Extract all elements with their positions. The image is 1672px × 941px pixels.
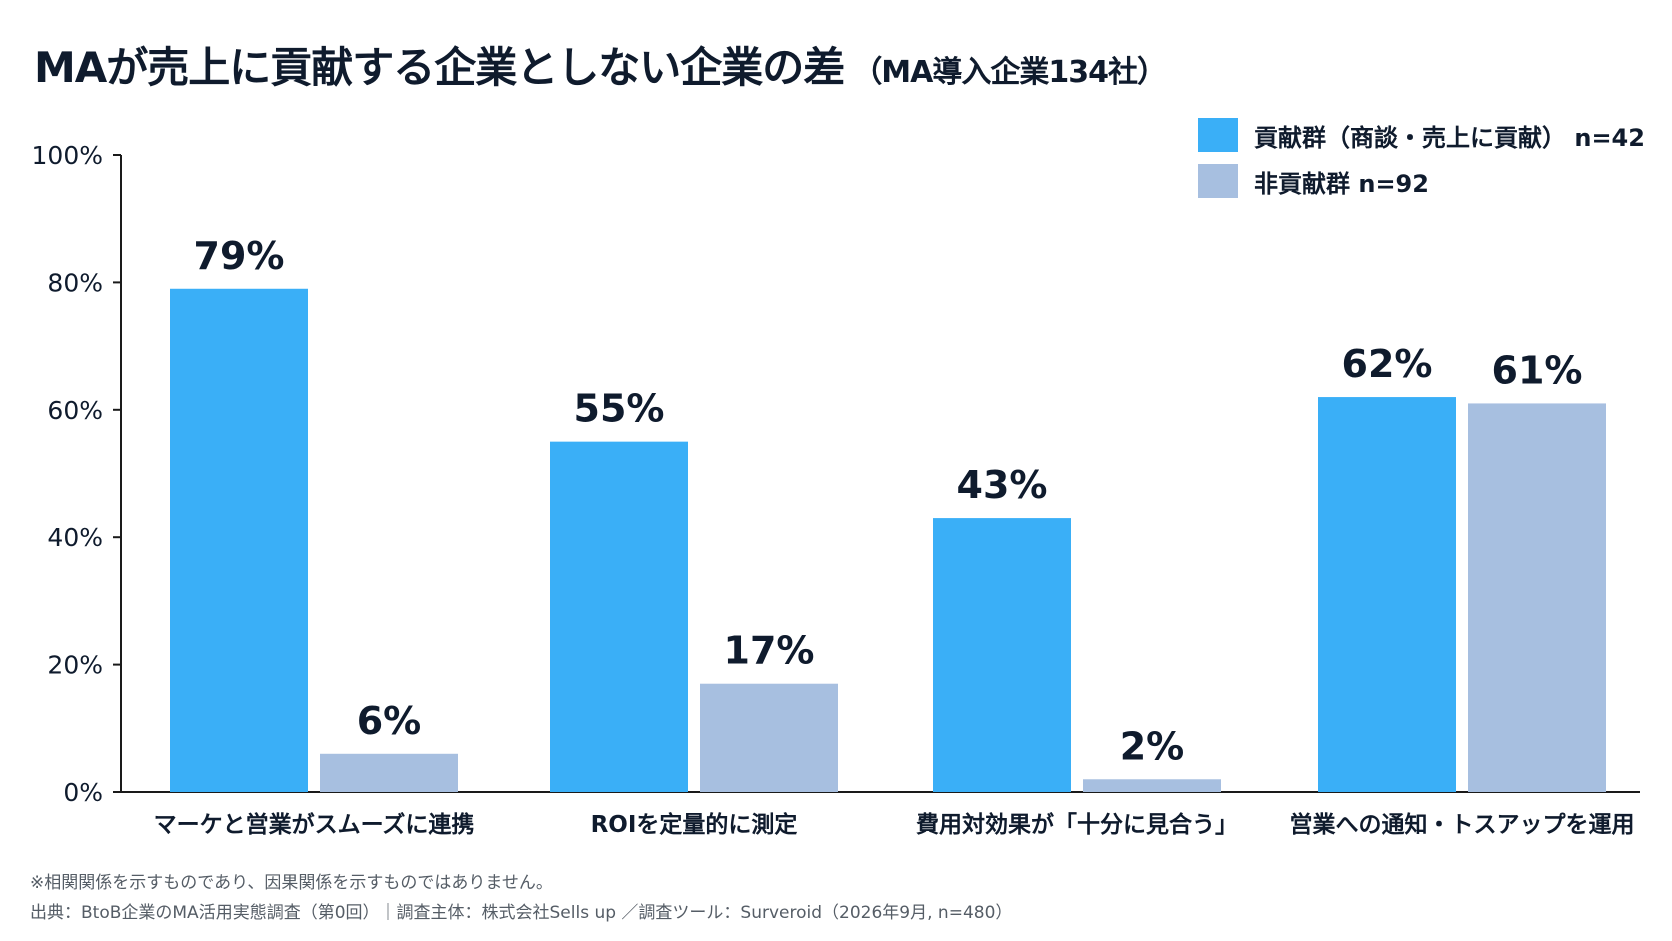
legend-item-contrib: 貢献群（商談・売上に貢献） n=42 bbox=[1198, 118, 1645, 152]
data-label: 55% bbox=[574, 387, 665, 431]
bar bbox=[1468, 403, 1606, 792]
data-label: 17% bbox=[724, 629, 815, 673]
y-tick-label: 100% bbox=[32, 141, 103, 170]
bar bbox=[933, 518, 1071, 792]
legend-swatch-noncontrib bbox=[1198, 164, 1238, 198]
bar bbox=[1318, 397, 1456, 792]
data-label: 61% bbox=[1492, 348, 1583, 392]
y-tick-label: 60% bbox=[47, 396, 103, 425]
legend-swatch-contrib bbox=[1198, 118, 1238, 152]
legend-label-noncontrib: 非貢献群 n=92 bbox=[1254, 169, 1429, 198]
data-label: 2% bbox=[1120, 724, 1185, 768]
bar bbox=[320, 753, 458, 792]
y-tick-label: 40% bbox=[47, 523, 103, 552]
y-tick-label: 20% bbox=[47, 651, 103, 680]
chart-title-main: MAが売上に貢献する企業としない企業の差 bbox=[34, 43, 845, 92]
x-tick-label: ROIを定量的に測定 bbox=[591, 811, 798, 838]
y-tick-label: 0% bbox=[63, 778, 103, 807]
footnote-disclaimer: ※相関関係を示すものであり、因果関係を示すものではありません。 bbox=[30, 873, 553, 893]
legend: 貢献群（商談・売上に貢献） n=42 非貢献群 n=92 bbox=[1198, 118, 1645, 210]
chart-subtitle: （MA導入企業134社） bbox=[852, 55, 1167, 90]
data-label: 43% bbox=[957, 463, 1048, 507]
legend-label-contrib: 貢献群（商談・売上に貢献） n=42 bbox=[1254, 123, 1645, 152]
x-tick-label: マーケと営業がスムーズに連携 bbox=[154, 811, 475, 838]
bar bbox=[550, 441, 688, 792]
legend-item-noncontrib: 非貢献群 n=92 bbox=[1198, 164, 1645, 198]
chart-title: MAが売上に貢献する企業としない企業の差 （MA導入企業134社） bbox=[34, 34, 1167, 95]
x-tick-label: 営業への通知・トスアップを運用 bbox=[1290, 811, 1635, 838]
data-label: 62% bbox=[1342, 342, 1433, 386]
x-tick-label: 費用対効果が「十分に見合う」 bbox=[916, 811, 1238, 838]
bar bbox=[1083, 779, 1221, 792]
footnote-source: 出典：BtoB企業のMA活用実態調査（第0回）｜調査主体：株式会社Sells u… bbox=[30, 903, 1013, 923]
data-label: 6% bbox=[357, 699, 422, 743]
bar bbox=[170, 288, 308, 792]
y-tick-label: 80% bbox=[47, 268, 103, 297]
data-label: 79% bbox=[194, 234, 285, 278]
bar bbox=[700, 683, 838, 792]
